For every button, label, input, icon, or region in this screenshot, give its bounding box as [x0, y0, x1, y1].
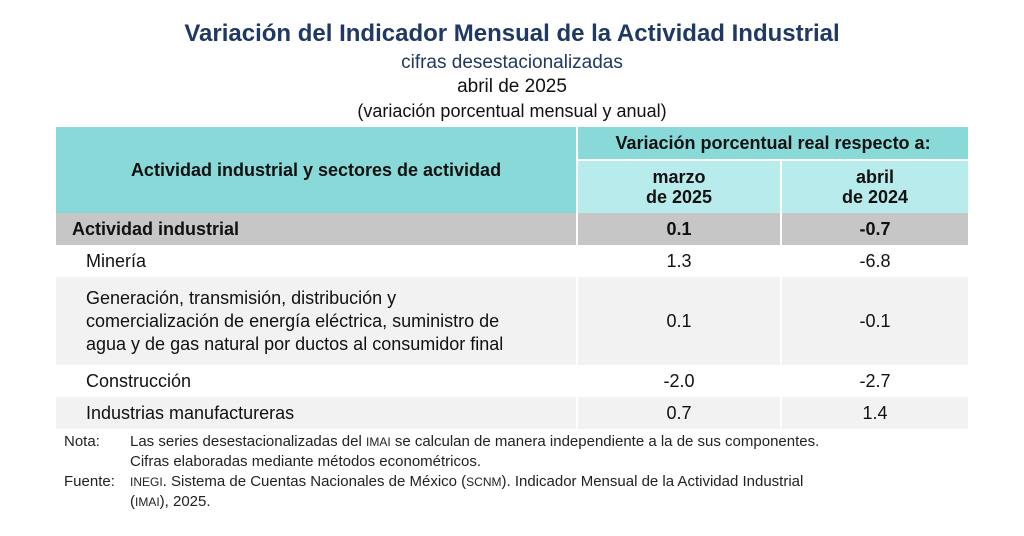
row-label: Generación, transmisión, distribución y …: [56, 277, 577, 365]
group-header: Variación porcentual real respecto a:: [576, 127, 968, 161]
value-abril: 1.4: [780, 397, 968, 429]
value-marzo: 0.7: [576, 397, 781, 429]
note-text: Las series desestacionalizadas del IMAI …: [130, 433, 820, 470]
value-marzo: 1.3: [576, 245, 781, 277]
value-abril: -2.7: [780, 365, 968, 397]
page-title: Variación del Indicador Mensual de la Ac…: [184, 20, 840, 47]
value-abril: -6.8: [780, 245, 968, 277]
row-label: Minería: [86, 250, 147, 271]
row-label: Industrias manufactureras: [56, 397, 577, 429]
table-row: Construcción -2.0 -2.7: [56, 365, 968, 397]
table-row-total: Actividad industrial 0.1 -0.7: [56, 213, 968, 245]
footnotes: Nota: Las series desestacionalizadas del…: [64, 432, 984, 512]
column-header-marzo-2025: marzo de 2025: [576, 160, 781, 213]
table-row: Minería 1.3 -6.8: [56, 245, 968, 277]
units-label: (variación porcentual mensual y anual): [357, 101, 667, 121]
source-label: Fuente:: [64, 473, 115, 490]
row-label: Actividad industrial: [56, 213, 577, 245]
value-marzo: 0.1: [576, 213, 781, 245]
value-abril: -0.1: [780, 277, 968, 365]
value-marzo: 0.1: [576, 277, 781, 365]
column-header-abril-2024: abril de 2024: [780, 160, 968, 213]
note-label: Nota:: [64, 433, 100, 450]
table-row: Industrias manufactureras 0.7 1.4: [56, 397, 968, 429]
page-subtitle: cifras desestacionalizadas: [401, 52, 623, 73]
period-label: abril de 2025: [457, 76, 567, 97]
value-abril: -0.7: [780, 213, 968, 245]
table-row: Generación, transmisión, distribución y …: [56, 277, 968, 365]
source-row: Fuente: INEGI. Sistema de Cuentas Nacion…: [64, 472, 984, 512]
row-label: Construcción: [86, 370, 192, 391]
industrial-activity-table: Actividad industrial y sectores de activ…: [56, 127, 968, 429]
note-row: Nota: Las series desestacionalizadas del…: [64, 432, 984, 472]
source-text: INEGI. Sistema de Cuentas Nacionales de …: [130, 473, 804, 510]
value-marzo: -2.0: [576, 365, 781, 397]
row-header: Actividad industrial y sectores de activ…: [56, 127, 577, 213]
